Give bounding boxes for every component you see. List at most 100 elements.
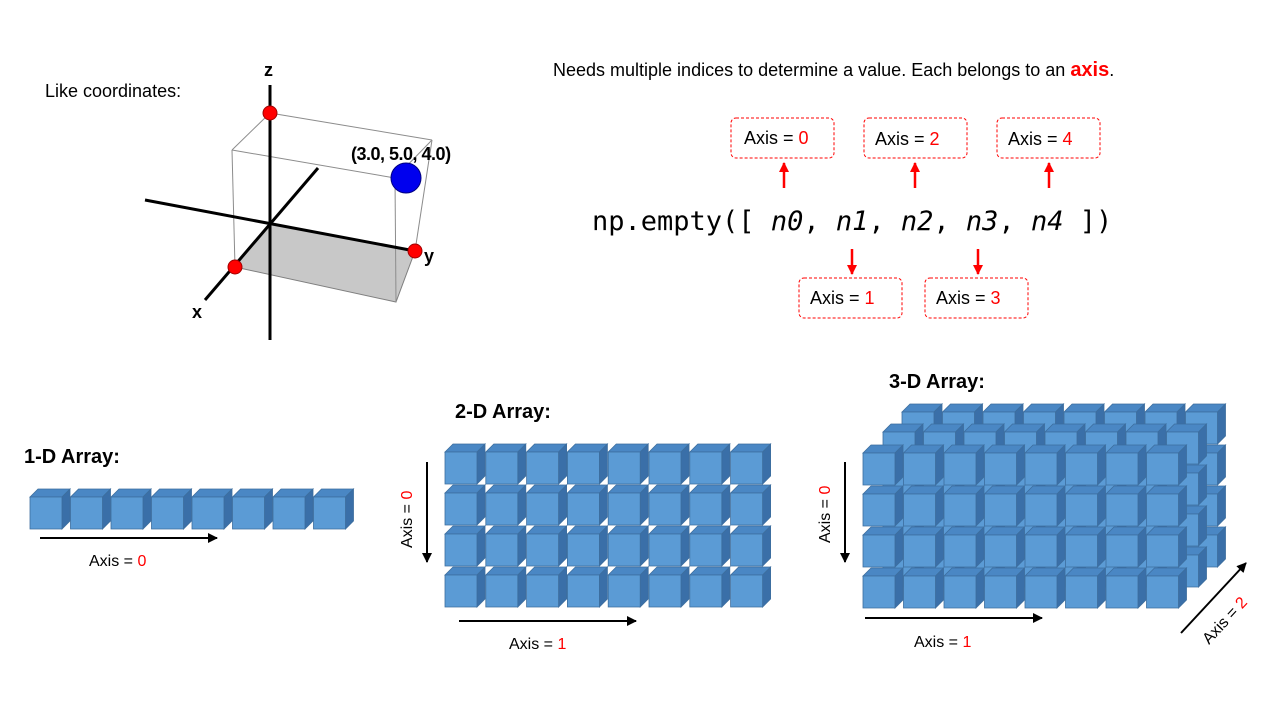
axis-label-value: 0 [399,491,416,500]
axis-box-0: Axis = 0 [730,117,835,159]
array-cell-cube [729,525,772,567]
axis-label-3d-diagonal: Axis = 2 [1199,594,1251,648]
x-axis-point [227,259,243,275]
coordinate-diagram: Like coordinates: z y x (3.0, 5.0, 4.0) [45,60,452,340]
array-cell-cube [1145,567,1188,609]
svg-text:Axis = 3: Axis = 3 [936,288,1001,308]
cube-block-3d [862,403,1227,609]
array-cell-cube [29,488,71,530]
array-cell-cube [648,443,690,485]
code-param-n4: n4 [1031,206,1064,237]
point-coordinate-label: (3.0, 5.0, 4.0) [351,144,451,164]
array-cell-cube [1105,567,1147,609]
array-cell-cube [1145,485,1188,527]
array-cell-cube [1064,567,1107,609]
array-2d: 2-D Array: Axis = 0 Axis = 1 [399,401,772,653]
array-cell-cube [943,567,985,609]
svg-text:Axis = 0: Axis = 0 [744,128,809,148]
axis-label-prefix: Axis = [817,495,834,543]
array-cell-cube [484,443,527,485]
array-cell-cube [729,443,772,485]
main-axes [144,85,416,340]
array-cell-cube [444,484,486,526]
axis-highlight: axis [1070,59,1109,81]
axis-label-value: 0 [817,486,834,495]
array-cell-cube [902,485,945,527]
array-cell-cube [525,525,568,567]
axis-box-prefix: Axis = [936,288,991,308]
array-cell-cube [444,443,486,485]
axis-box-value: 3 [991,288,1001,308]
array-cell-cube [607,566,650,608]
array-1d: 1-D Array: Axis = 0 [24,446,355,570]
axis-label-value: 1 [962,634,971,651]
array-cell-cube [1024,444,1066,486]
axis-box-2: Axis = 2 [863,117,968,159]
x-axis-label: x [192,302,202,322]
z-axis-point [262,105,278,121]
code-separator: , [998,206,1031,237]
array-cell-cube [648,525,690,567]
array-cell-cube [983,485,1026,527]
array-3d: 3-D Array: Axis = 0 Axis = 1 Axis = 2 [817,371,1251,651]
array-cell-cube [525,443,568,485]
array-cell-cube [862,526,904,568]
data-point-sphere [390,162,422,194]
array-cell-cube [566,443,609,485]
array-cell-cube [688,484,731,526]
array-cell-cube [484,525,527,567]
array-cell-cube [1145,526,1188,568]
axis-box-4: Axis = 4 [996,117,1101,159]
array-cell-cube [902,567,945,609]
intro-sentence: Needs multiple indices to determine a va… [553,59,1114,81]
code-line: np.empty([ n0, n1, n2, n3, n4 ]) [592,206,1112,237]
array-cell-cube [1105,444,1147,486]
axis-box-value: 2 [930,129,940,149]
pointer-arrows [779,162,1054,275]
axis-box-prefix: Axis = [1008,129,1063,149]
axis-label-3d-vertical: Axis = 0 [817,486,834,543]
array-cell-cube [688,566,731,608]
array-cell-cube [1064,485,1107,527]
array-cell-cube [688,525,731,567]
array-cell-cube [943,485,985,527]
array-cell-cube [150,488,193,530]
axis-box-value: 0 [799,128,809,148]
svg-text:Axis = 2: Axis = 2 [875,129,940,149]
array-cell-cube [902,444,945,486]
cube-grid-2d [444,443,772,608]
axis-box-prefix: Axis = [875,129,930,149]
array-cell-cube [607,443,650,485]
axis-box-value: 4 [1063,129,1073,149]
array-3d-title: 3-D Array: [889,371,985,393]
array-cell-cube [525,484,568,526]
array-cell-cube [566,525,609,567]
array-cell-cube [729,484,772,526]
axis-label-value: 0 [137,553,146,570]
array-1d-title: 1-D Array: [24,446,120,468]
code-param-n3: n3 [966,206,999,237]
array-cell-cube [1024,526,1066,568]
array-cell-cube [862,567,904,609]
axis-label-prefix: Axis = [914,634,962,651]
array-cell-cube [648,484,690,526]
code-param-n1: n1 [836,206,869,237]
axis-label-prefix: Axis = [89,553,137,570]
code-prefix: np.empty([ [592,206,771,237]
array-cell-cube [862,485,904,527]
array-cell-cube [69,488,112,530]
array-cell-cube [983,567,1026,609]
array-cell-cube [444,525,486,567]
code-separator: , [803,206,836,237]
axis-box-prefix: Axis = [744,128,799,148]
axis-label-prefix: Axis = [399,500,416,548]
array-cell-cube [902,526,945,568]
intro-text: Needs multiple indices to determine a va… [553,60,1070,80]
array-cell-cube [648,566,690,608]
code-param-n2: n2 [901,206,934,237]
array-cell-cube [484,566,527,608]
z-axis-label: z [264,60,273,80]
cube-row-1d [29,488,355,530]
array-cell-cube [566,566,609,608]
